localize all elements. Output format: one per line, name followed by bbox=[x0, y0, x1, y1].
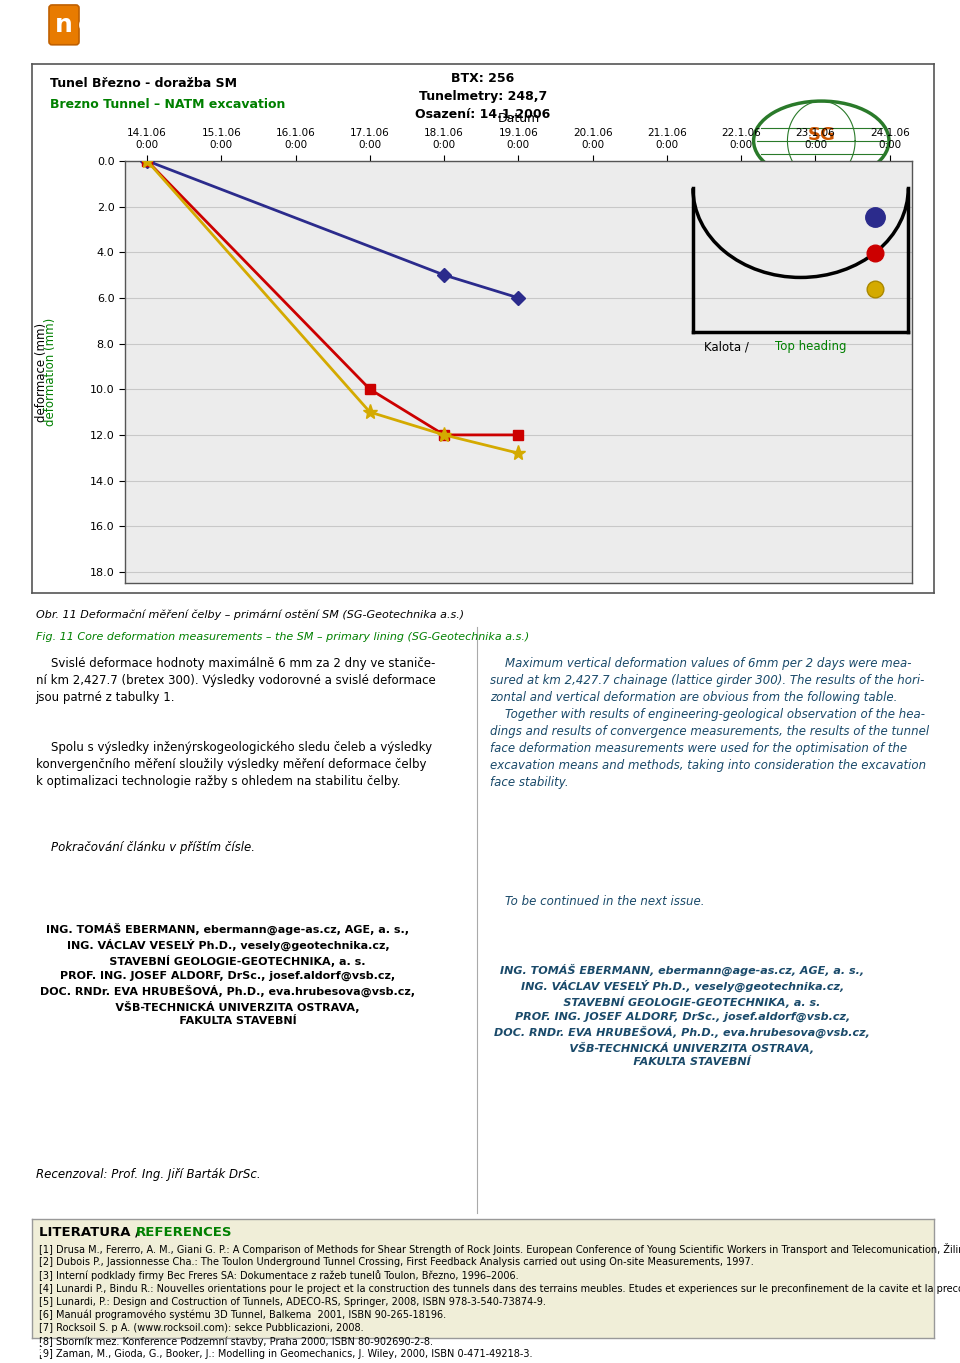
Text: Brezno Tunnel – NATM excavation: Brezno Tunnel – NATM excavation bbox=[50, 98, 285, 112]
Text: BTX: 256
Tunelmetry: 248,7
Osazení: 14.1.2006: BTX: 256 Tunelmetry: 248,7 Osazení: 14.1… bbox=[416, 72, 550, 121]
Circle shape bbox=[754, 101, 889, 180]
Text: n: n bbox=[55, 12, 73, 37]
X-axis label: Datum: Datum bbox=[497, 113, 540, 125]
Text: Maximum vertical deformation values of 6mm per 2 days were mea-
sured at km 2,42: Maximum vertical deformation values of 6… bbox=[490, 657, 928, 789]
Text: Tu: Tu bbox=[8, 12, 40, 37]
Text: Bod č. 1 - nahoře / Point No. 1 - up: Bod č. 1 - nahoře / Point No. 1 - up bbox=[343, 169, 546, 181]
Text: Bod č. 3 - dole / Point No. 3 - below: Bod č. 3 - dole / Point No. 3 - below bbox=[343, 237, 550, 251]
Text: Tunel Březno - doražba SM: Tunel Březno - doražba SM bbox=[50, 78, 237, 90]
Text: SG: SG bbox=[807, 127, 835, 144]
Text: Fig. 11 Core deformation measurements – the SM – primary lining (SG-Geotechnika : Fig. 11 Core deformation measurements – … bbox=[36, 631, 529, 642]
Text: Recenzoval: Prof. Ing. Jiří Barták DrSc.: Recenzoval: Prof. Ing. Jiří Barták DrSc. bbox=[36, 1168, 260, 1182]
Text: Obr. 11 Deformační měření čelby – primární ostění SM (SG-Geotechnika a.s.): Obr. 11 Deformační měření čelby – primár… bbox=[36, 609, 464, 620]
Text: REFERENCES: REFERENCES bbox=[135, 1225, 232, 1239]
Text: LITERATURA /: LITERATURA / bbox=[39, 1225, 145, 1239]
Text: Spolu s výsledky inženýrskogeologického sledu čeleb a výsledky
konvergenčního mě: Spolu s výsledky inženýrskogeologického … bbox=[36, 741, 432, 788]
Text: ING. TOMÁŠ EBERMANN, ebermann@age-as.cz, AGE, a. s.,
ING. VÁCLAV VESELÝ Ph.D., v: ING. TOMÁŠ EBERMANN, ebermann@age-as.cz,… bbox=[40, 923, 416, 1026]
Text: Deformační měření čelby - podélný posun: Deformační měření čelby - podélný posun bbox=[272, 273, 694, 292]
Text: Svislé deformace hodnoty maximálně 6 mm za 2 dny ve staniče-
ní km 2,427.7 (bret: Svislé deformace hodnoty maximálně 6 mm … bbox=[36, 657, 435, 703]
Text: Bod č. 2 - nahoře / Point No. 2 - middle: Bod č. 2 - nahoře / Point No. 2 - middle bbox=[343, 203, 572, 215]
Y-axis label: deformace (mm): deformace (mm) bbox=[35, 323, 48, 421]
Text: Top heading: Top heading bbox=[775, 341, 846, 353]
Text: 18. ročník - č. 1/2009: 18. ročník - č. 1/2009 bbox=[721, 15, 952, 34]
Text: Pokračování článku v příštím čísle.: Pokračování článku v příštím čísle. bbox=[36, 841, 254, 855]
Text: To be continued in the next issue.: To be continued in the next issue. bbox=[490, 895, 704, 909]
Text: ING. TOMÁŠ EBERMANN, ebermann@age-as.cz, AGE, a. s.,
ING. VÁCLAV VESELÝ Ph.D., v: ING. TOMÁŠ EBERMANN, ebermann@age-as.cz,… bbox=[494, 964, 871, 1067]
Text: 42: 42 bbox=[25, 1343, 47, 1359]
Text: Kalota /: Kalota / bbox=[704, 341, 753, 353]
Text: el: el bbox=[78, 12, 104, 37]
Text: Geotechnika: Geotechnika bbox=[791, 185, 852, 196]
FancyBboxPatch shape bbox=[49, 5, 79, 45]
Text: [1] Drusa M., Fererro, A. M., Giani G. P.: A Comparison of Methods for Shear Str: [1] Drusa M., Fererro, A. M., Giani G. P… bbox=[39, 1243, 960, 1359]
Text: deformation (mm): deformation (mm) bbox=[43, 318, 57, 427]
